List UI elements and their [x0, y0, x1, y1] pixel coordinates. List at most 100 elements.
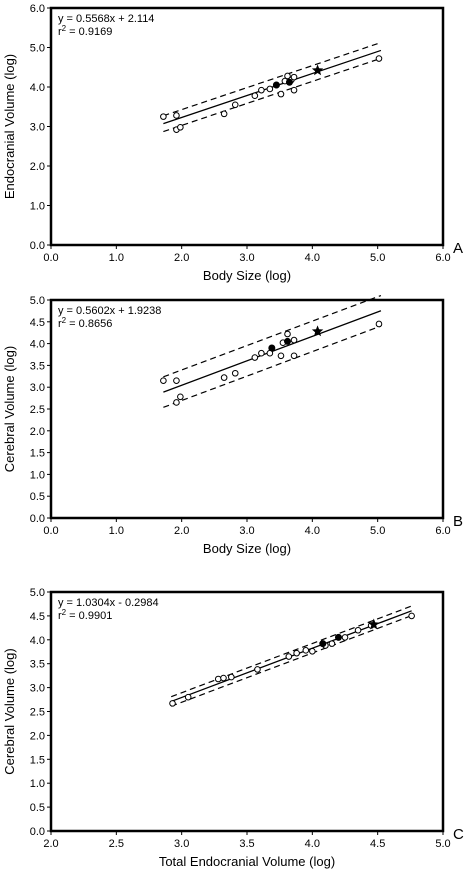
y-tick-label: 0.0 [30, 240, 45, 252]
y-tick-label: 1.0 [30, 469, 45, 481]
data-point [302, 647, 310, 654]
y-axis-label: Cerebral Volume (log) [2, 648, 17, 774]
lower-confidence-line [163, 325, 382, 408]
filled-data-point [319, 640, 327, 648]
y-tick-label: 6.0 [30, 3, 45, 15]
upper-confidence-line [171, 605, 412, 698]
data-point [228, 673, 235, 681]
data-point [258, 86, 265, 94]
y-axis-label: Endocranial Volume (log) [2, 54, 17, 199]
y-tick-label: 0.0 [30, 826, 45, 838]
star-data-point [368, 618, 380, 630]
data-point [375, 320, 383, 328]
data-point [328, 640, 336, 647]
data-point [214, 675, 222, 683]
y-tick-label: 2.5 [30, 404, 45, 416]
lower-confidence-line [171, 615, 412, 707]
x-tick-label: 5.0 [370, 252, 385, 264]
upper-confidence-line [163, 41, 382, 117]
r-squared-label: r2 = 0.9901 [58, 608, 112, 623]
regression-equation: y = 0.5568x + 2.114 [58, 13, 154, 25]
plot-frame [49, 6, 445, 247]
panel-letter: A [453, 240, 463, 257]
x-tick-label: 5.0 [370, 525, 385, 537]
panel-b: 0.0 1.0 2.0 3.0 4.0 5.0 6.0 0.0 0.5 1.0 1.5 2.0 2.5 3… [2, 294, 463, 556]
x-tick-label: 3.0 [174, 838, 189, 850]
data-point [220, 374, 228, 381]
data-point [169, 700, 176, 707]
data-point [231, 101, 239, 109]
data-point [254, 666, 261, 673]
x-tick-label: 4.0 [305, 252, 320, 264]
x-tick-label: 2.5 [109, 838, 124, 850]
x-tick-label: 2.0 [43, 838, 58, 850]
data-point [341, 634, 349, 641]
data-point [375, 55, 383, 62]
x-tick-label: 0.0 [43, 525, 58, 537]
filled-data-point [334, 633, 342, 641]
star-data-point [311, 64, 324, 76]
data-point [285, 653, 293, 660]
panel-letter: C [453, 826, 464, 843]
filled-data-point [284, 337, 292, 345]
data-point [266, 85, 274, 93]
data-point [284, 330, 291, 338]
upper-confidence-line [163, 294, 382, 378]
data-point [160, 377, 167, 384]
y-tick-label: 3.5 [30, 360, 45, 372]
x-tick-label: 3.0 [239, 525, 254, 537]
data-point [277, 352, 285, 360]
y-tick-label: 4.0 [30, 82, 45, 94]
regression-equation: y = 1.0304x - 0.2984 [58, 597, 159, 609]
data-point [284, 72, 291, 80]
data-point [309, 647, 316, 655]
panel-c: 2.0 2.5 3.0 3.5 4.0 4.5 5.0 0.0 0.5 1.0 1.5 2.0 2.5 3… [2, 587, 464, 869]
x-tick-label: 3.5 [239, 838, 254, 850]
data-point [290, 86, 298, 94]
plot-frame [49, 298, 445, 520]
y-tick-label: 3.5 [30, 659, 45, 671]
data-point [177, 123, 184, 131]
data-point [220, 674, 227, 682]
data-point [173, 377, 180, 384]
panel-a: 0.0 1.0 2.0 3.0 4.0 5.0 6.0 0.0 1.0 2.0 3.0 4.0 5.0 6… [2, 3, 463, 283]
filled-data-point [272, 81, 280, 89]
data-point [277, 90, 285, 98]
star-data-point [311, 325, 324, 337]
y-tick-label: 3.0 [30, 382, 45, 394]
x-tick-label: 3.0 [239, 252, 254, 264]
data-point [173, 399, 180, 406]
x-tick-label: 2.0 [174, 252, 189, 264]
y-tick-label: 4.5 [30, 317, 45, 329]
y-tick-label: 2.0 [30, 161, 45, 173]
y-tick-label: 5.0 [30, 295, 45, 307]
x-tick-label: 4.0 [305, 525, 320, 537]
filled-data-point [285, 78, 293, 86]
x-axis-label: Total Endocranial Volume (log) [159, 854, 335, 869]
data-point [177, 393, 184, 401]
y-tick-label: 4.5 [30, 611, 45, 623]
data-point [184, 693, 192, 701]
data-point [293, 649, 300, 657]
lower-confidence-line [163, 57, 382, 133]
y-tick-label: 2.0 [30, 426, 45, 438]
y-tick-label: 3.0 [30, 683, 45, 695]
y-tick-label: 2.5 [30, 707, 45, 719]
y-tick-label: 1.0 [30, 778, 45, 790]
x-tick-label: 0.0 [43, 252, 58, 264]
y-tick-label: 1.0 [30, 201, 45, 213]
data-point [354, 626, 362, 634]
panel-letter: B [453, 513, 463, 530]
x-axis-label: Body Size (log) [203, 268, 291, 283]
y-tick-label: 2.0 [30, 730, 45, 742]
data-point [173, 112, 180, 119]
x-tick-label: 1.0 [109, 525, 124, 537]
data-point [290, 336, 298, 344]
y-tick-label: 1.5 [30, 448, 45, 460]
y-tick-label: 1.5 [30, 754, 45, 766]
y-tick-label: 3.0 [30, 122, 45, 134]
x-tick-label: 6.0 [435, 252, 450, 264]
x-axis-label: Body Size (log) [203, 541, 291, 556]
data-point [290, 73, 298, 81]
